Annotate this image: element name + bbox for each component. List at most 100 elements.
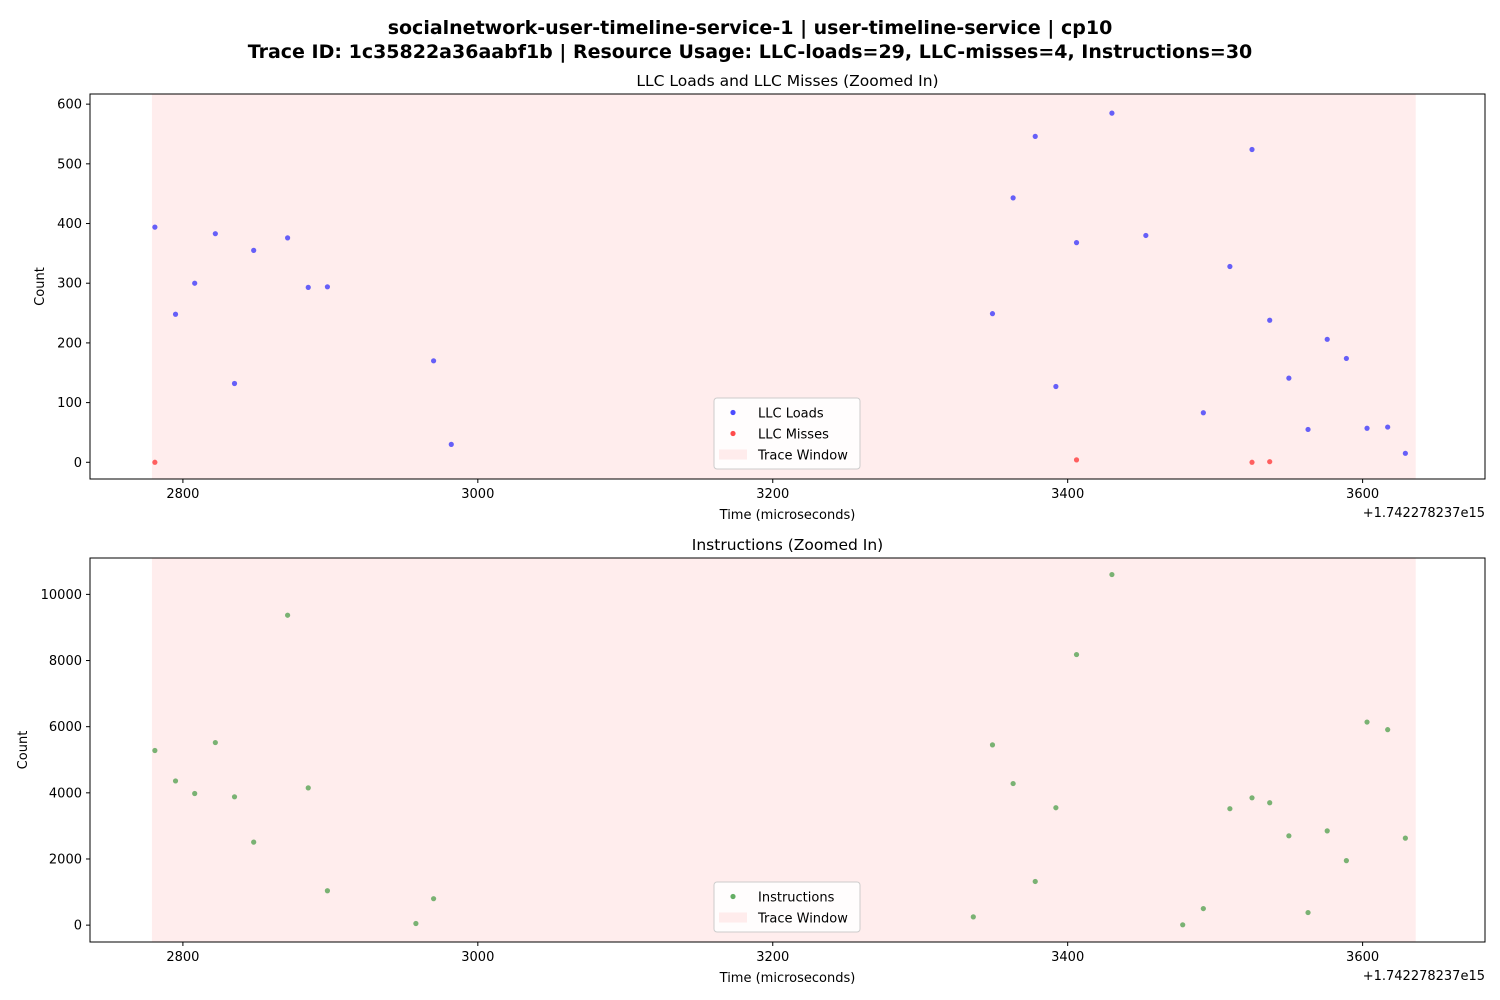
instructions-x-tick-label-3400: 3400 [1051,950,1084,965]
instructions-instructions-point-3 [212,739,218,746]
instructions-instructions-point-10 [430,896,437,902]
llc-llc-loads-point-14 [1053,383,1059,390]
llc-axes-frame [89,93,1486,480]
instructions-instructions-point-16 [1073,651,1080,658]
llc-y-tick-label-400: 400 [57,217,82,232]
instructions-instructions-point-6 [285,612,291,618]
instructions-instructions-point-7 [305,785,311,791]
llc-llc-misses-point-0 [152,459,158,465]
instructions-instructions-point-25 [1324,828,1330,834]
instructions-instructions-point-21 [1249,795,1255,801]
instructions-y-tick-label-4000: 4000 [49,786,82,801]
llc-x-offset-label: +1.742278237e15 [1363,506,1485,521]
figure-title-line-1: socialnetwork-user-timeline-service-1 | … [387,17,1113,39]
llc-llc-loads-point-12 [1010,195,1016,201]
llc-llc-loads-point-9 [430,358,437,364]
llc-llc-loads-point-5 [251,247,257,253]
instructions-instructions-point-23 [1286,833,1292,839]
llc-x-tick-label-3400: 3400 [1051,487,1084,502]
instructions-legend-marker-trace-window [719,912,747,923]
llc-llc-misses-point-2 [1249,459,1255,465]
llc-x-tick-label-3000: 3000 [461,487,494,502]
llc-llc-loads-point-13 [1032,133,1038,139]
llc-legend-marker-llc-misses [730,430,736,437]
llc-llc-loads-point-15 [1073,240,1080,246]
llc-legend-marker-trace-window [719,449,747,460]
instructions-x-tick-label-3000: 3000 [461,950,494,965]
instructions-y-tick-label-2000: 2000 [49,852,82,867]
instructions-instructions-point-1 [172,778,179,784]
instructions-x-tick-label-2800: 2800 [166,950,199,965]
llc-llc-loads-point-3 [212,231,218,237]
instructions-instructions-point-9 [413,920,419,927]
llc-legend-label-trace-window: Trace Window [757,449,848,464]
instructions-y-tick-label-0: 0 [74,919,82,934]
llc-llc-misses-point-1 [1073,457,1080,463]
llc-y-tick-label-100: 100 [57,396,82,411]
llc-llc-loads-point-6 [285,235,291,241]
llc-llc-loads-point-20 [1249,146,1255,153]
instructions-legend-box [713,881,861,933]
llc-legend-label-llc-misses: LLC Misses [758,428,829,443]
llc-llc-loads-point-28 [1402,450,1408,456]
instructions-legend: Instructions Trace Window [713,881,861,933]
instructions-instructions-point-2 [192,790,198,797]
llc-x-axis-label: Time (microseconds) [719,508,856,523]
llc-llc-loads-point-0 [152,224,158,230]
llc-chart-panel: 2800 3000 3200 3400 3600 0 100 200 300 400 500 600 T… [33,72,1486,523]
figure-title-line-2: Trace ID: 1c35822a36aabf1b | Resource Us… [247,41,1253,63]
llc-llc-loads-point-17 [1143,232,1149,239]
llc-x-tick-label-3200: 3200 [756,487,789,502]
instructions-instructions-point-18 [1180,922,1186,928]
llc-legend-box [713,397,861,470]
instructions-instructions-point-27 [1364,719,1370,725]
instructions-x-tick-label-3600: 3600 [1346,950,1379,965]
llc-legend-marker-llc-loads [730,409,736,416]
llc-y-axis-label: Count [33,267,48,306]
llc-chart-title: LLC Loads and LLC Misses (Zoomed In) [636,72,938,90]
instructions-trace-window-band [151,558,1416,942]
instructions-instructions-point-22 [1267,800,1273,806]
instructions-instructions-point-29 [1402,835,1408,841]
instructions-instructions-point-19 [1200,905,1206,912]
instructions-x-tick-label-3200: 3200 [756,950,789,965]
llc-llc-loads-point-19 [1227,263,1233,270]
llc-llc-loads-point-1 [172,311,179,317]
instructions-legend-marker-instructions [730,893,736,900]
instructions-axes-frame [89,557,1486,943]
instructions-instructions-point-4 [231,794,238,800]
llc-llc-loads-point-24 [1324,336,1330,342]
llc-llc-loads-point-16 [1109,110,1115,116]
llc-llc-loads-point-10 [448,441,454,447]
llc-llc-loads-point-8 [324,284,331,290]
instructions-y-tick-label-8000: 8000 [49,654,82,669]
instructions-instructions-point-8 [324,888,331,894]
llc-y-tick-label-200: 200 [57,336,82,351]
llc-x-tick-label-3600: 3600 [1346,487,1379,502]
llc-llc-misses-point-3 [1267,459,1273,465]
instructions-legend-label-trace-window: Trace Window [757,912,848,927]
llc-llc-loads-point-11 [989,311,996,317]
instructions-y-tick-label-6000: 6000 [49,720,82,735]
instructions-x-offset-label: +1.742278237e15 [1363,969,1485,984]
llc-llc-loads-point-22 [1286,375,1292,381]
instructions-instructions-point-17 [1109,571,1115,578]
instructions-legend-label-instructions: Instructions [758,891,835,906]
llc-llc-loads-point-23 [1305,426,1311,433]
llc-legend-label-llc-loads: LLC Loads [758,407,824,422]
instructions-instructions-point-5 [251,839,257,845]
llc-llc-loads-point-21 [1267,317,1273,323]
llc-y-tick-label-500: 500 [57,157,82,172]
llc-y-tick-label-300: 300 [57,277,82,292]
llc-y-tick-label-600: 600 [57,98,82,113]
instructions-y-tick-label-10000: 10000 [41,588,82,603]
instructions-instructions-point-13 [1010,780,1016,787]
instructions-instructions-point-24 [1305,909,1311,916]
instructions-instructions-point-0 [152,747,158,754]
instructions-instructions-point-20 [1227,806,1233,812]
llc-llc-loads-point-18 [1200,410,1206,416]
instructions-chart-title: Instructions (Zoomed In) [692,536,883,554]
instructions-instructions-point-12 [989,742,996,748]
llc-legend: LLC Loads LLC Misses Trace Window [713,397,861,470]
